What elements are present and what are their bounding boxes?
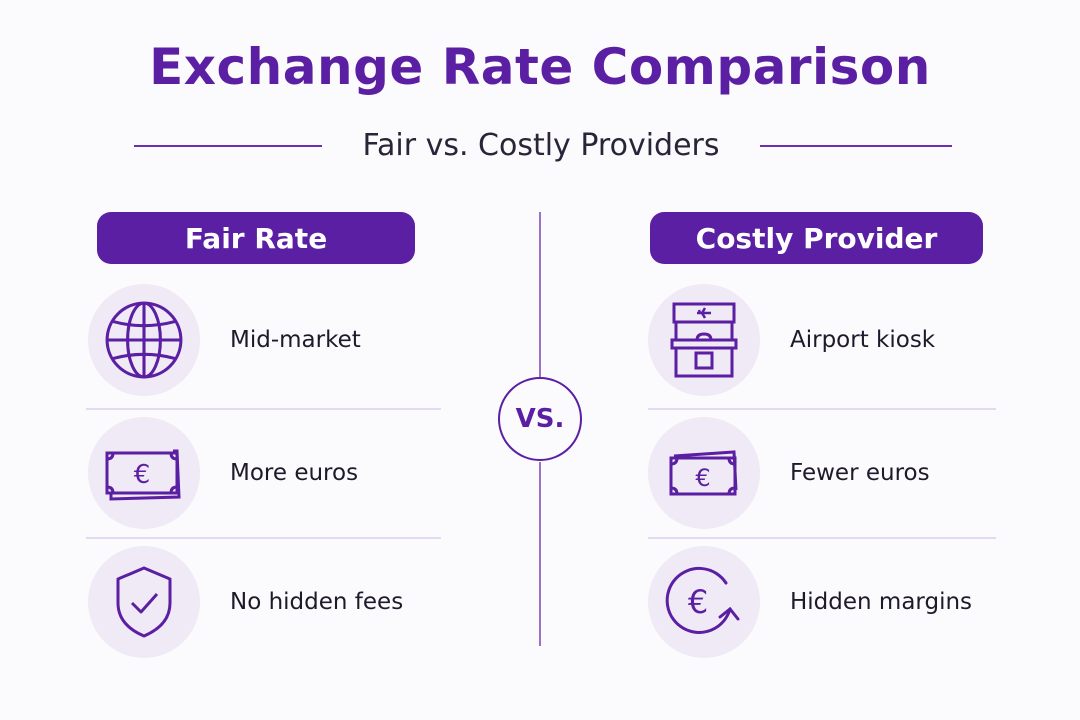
row-separator: [648, 408, 996, 410]
item-label: More euros: [230, 460, 359, 486]
fair-rate-header: Fair Rate: [97, 212, 415, 264]
airport-kiosk-icon: [648, 284, 760, 396]
subtitle-rule-right: [760, 145, 952, 147]
row-separator: [648, 537, 996, 539]
svg-text:€: €: [134, 460, 151, 490]
euro-banknote-icon: €: [88, 417, 200, 529]
item-label: Airport kiosk: [790, 327, 936, 353]
shield-check-icon: [88, 546, 200, 658]
item-label: Fewer euros: [790, 460, 930, 486]
subtitle: Fair vs. Costly Providers: [362, 128, 720, 163]
row-separator: [86, 408, 441, 410]
item-label: No hidden fees: [230, 589, 404, 615]
list-item-mid-market: Mid-market: [88, 280, 361, 400]
svg-text:€: €: [695, 464, 710, 492]
subtitle-row: Fair vs. Costly Providers: [0, 124, 1080, 168]
row-separator: [86, 537, 441, 539]
euro-banknote-icon: €: [648, 417, 760, 529]
center-divider-bottom: [539, 462, 541, 646]
svg-text:€: €: [688, 583, 708, 621]
item-label: Hidden margins: [790, 589, 973, 615]
item-label: Mid-market: [230, 327, 361, 353]
subtitle-rule-left: [134, 145, 322, 147]
list-item-no-hidden-fees: No hidden fees: [88, 542, 403, 662]
list-item-airport-kiosk: Airport kiosk: [648, 280, 935, 400]
list-item-more-euros: € More euros: [88, 413, 358, 533]
costly-provider-header: Costly Provider: [650, 212, 983, 264]
globe-icon: [88, 284, 200, 396]
list-item-hidden-margins: € Hidden margins: [648, 542, 972, 662]
euro-cycle-icon: €: [648, 546, 760, 658]
vs-badge: VS.: [498, 377, 582, 461]
list-item-fewer-euros: € Fewer euros: [648, 413, 930, 533]
page-title: Exchange Rate Comparison: [149, 38, 931, 96]
center-divider-top: [539, 212, 541, 394]
